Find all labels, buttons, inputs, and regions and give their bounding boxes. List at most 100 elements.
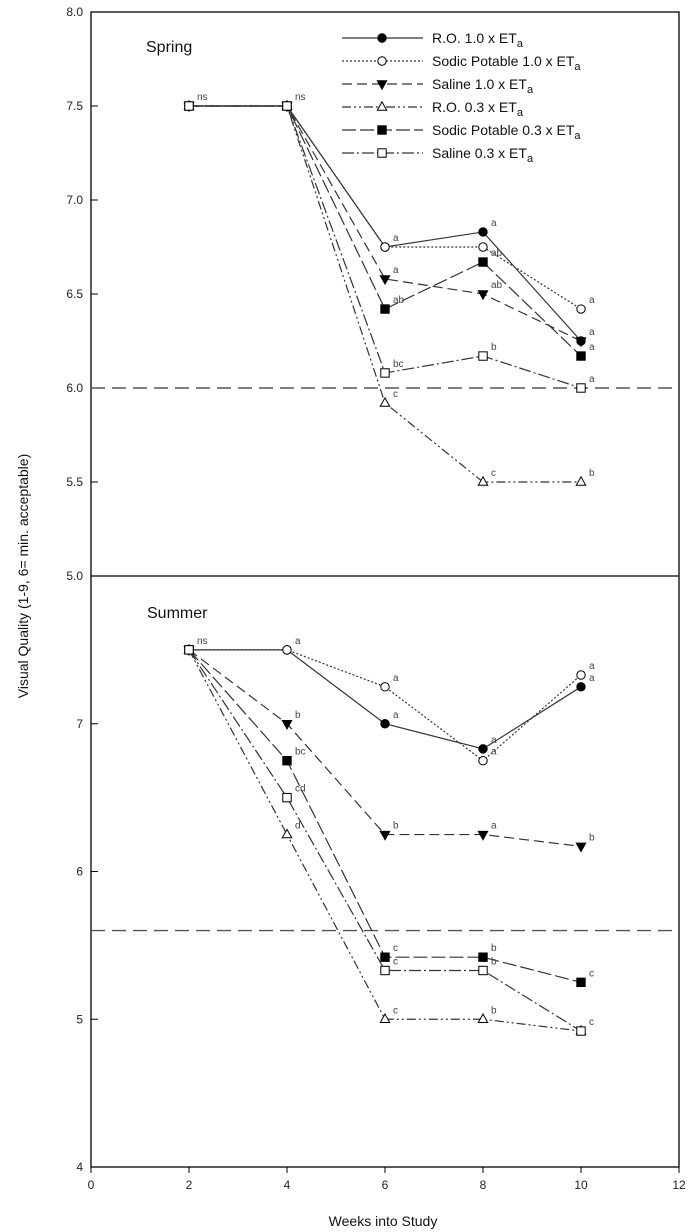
summer-series-2-point <box>576 670 586 680</box>
spring-series-5-point <box>478 257 488 267</box>
summer-significance-label: c <box>393 956 398 967</box>
summer-series-1-point <box>478 744 488 754</box>
x-tick-label: 12 <box>672 1178 686 1192</box>
spring-series-2-point <box>380 242 390 252</box>
legend-marker <box>377 33 387 43</box>
summer-series-6-point <box>184 645 194 655</box>
spring-significance-label: ns <box>197 92 208 103</box>
spring-significance-label: ns <box>295 92 306 103</box>
legend-subscript: a <box>574 130 581 142</box>
spring-significance-label: a <box>393 233 399 244</box>
spring-series-3-point <box>477 290 489 301</box>
spring-series-5-line <box>189 105 582 357</box>
y-axis-title: Visual Quality (1-9, 6= min. acceptable) <box>15 454 31 698</box>
spring-y-tick-label: 5.0 <box>66 569 83 583</box>
spring-significance-label: a <box>393 265 399 276</box>
summer-significance-label: a <box>589 661 595 672</box>
spring-series-4-line <box>189 105 581 483</box>
summer-series-2-line <box>189 649 582 762</box>
spring-significance-label: bc <box>393 359 404 370</box>
summer-significance-label: b <box>589 832 595 843</box>
spring-significance-label: a <box>589 327 595 338</box>
spring-series-1-point <box>478 227 488 237</box>
spring-significance-label: a <box>589 374 595 385</box>
spring-series-4-point <box>575 475 587 486</box>
legend-subscript: a <box>517 107 524 119</box>
summer-y-tick-label: 7 <box>76 717 83 731</box>
legend-subscript: a <box>517 38 524 50</box>
spring-series-6-point <box>576 383 586 393</box>
summer-significance-label: a <box>393 710 399 721</box>
summer-series-2-point <box>478 755 488 766</box>
summer-y-tick-label: 5 <box>76 1012 83 1026</box>
summer-significance-label: a <box>491 747 497 758</box>
summer-significance-label: bc <box>295 747 306 758</box>
summer-series-3-point <box>477 830 489 841</box>
summer-series-4-point <box>281 828 293 839</box>
summer-significance-label: a <box>491 735 497 746</box>
summer-series-5-point <box>282 755 292 766</box>
x-tick-label: 4 <box>284 1178 291 1192</box>
summer-y-tick-label: 4 <box>76 1160 83 1174</box>
summer-significance-label: cd <box>295 784 306 795</box>
summer-significance-label: b <box>295 710 301 721</box>
summer-series-5-point <box>576 977 586 988</box>
summer-series-2-point <box>380 682 390 692</box>
x-tick-label: 6 <box>382 1178 389 1192</box>
x-tick-label: 8 <box>480 1178 487 1192</box>
spring-significance-label: b <box>589 468 595 479</box>
spring-series-5-point <box>576 351 586 361</box>
summer-significance-label: ns <box>197 636 208 647</box>
spring-significance-label: c <box>393 389 398 400</box>
spring-series-4-point <box>477 475 489 486</box>
spring-series-3-point <box>575 337 587 348</box>
summer-panel-title: Summer <box>147 605 208 622</box>
summer-series-1-point <box>576 682 586 692</box>
summer-significance-label: b <box>491 956 497 967</box>
summer-significance-label: a <box>589 673 595 684</box>
spring-y-tick-label: 6.0 <box>66 381 83 395</box>
spring-significance-label: a <box>589 342 595 353</box>
plot-frame <box>90 11 680 1168</box>
summer-series-4-point <box>379 1013 391 1023</box>
summer-significance-label: a <box>295 636 301 647</box>
legend-entry: Saline 1.0 x ETa <box>432 76 534 96</box>
legend-entry: Sodic Potable 1.0 x ETa <box>432 53 581 73</box>
spring-series-6-point <box>184 101 194 111</box>
spring-significance-label: ab <box>491 280 503 291</box>
summer-significance-label: b <box>491 943 497 954</box>
spring-series-5-point <box>380 304 390 314</box>
spring-series-3-point <box>379 275 391 286</box>
spring-significance-label: b <box>491 342 497 353</box>
spring-y-tick-label: 7.5 <box>66 99 83 113</box>
spring-series-2-point <box>576 304 586 314</box>
spring-significance-label: ab <box>491 248 503 259</box>
spring-series-6-point <box>380 368 390 378</box>
legend-marker <box>376 80 388 91</box>
summer-series-5-point <box>380 952 390 962</box>
summer-significance-label: d <box>295 821 301 832</box>
x-tick-label: 10 <box>574 1178 588 1192</box>
summer-significance-label: c <box>589 968 594 979</box>
legend-entry: Sodic Potable 0.3 x ETa <box>432 122 581 142</box>
spring-panel-title: Spring <box>146 39 192 56</box>
x-tick-label: 2 <box>186 1178 193 1192</box>
spring-y-tick-label: 6.5 <box>66 287 83 301</box>
spring-y-tick-label: 8.0 <box>66 5 83 19</box>
summer-series-3-point <box>281 720 293 730</box>
summer-series-6-point <box>576 1026 586 1036</box>
spring-series-6-point <box>478 351 488 361</box>
x-tick-label: 0 <box>88 1178 95 1192</box>
summer-series-4-point <box>477 1013 489 1023</box>
summer-significance-label: c <box>393 1005 398 1016</box>
spring-series-2-point <box>478 242 488 252</box>
spring-series-4-point <box>379 396 391 407</box>
spring-significance-label: c <box>491 468 496 479</box>
summer-significance-label: c <box>393 943 398 954</box>
summer-significance-label: b <box>491 1005 497 1016</box>
spring-y-tick-label: 7.0 <box>66 193 83 207</box>
legend-subscript: a <box>574 61 581 73</box>
legend-marker <box>377 125 387 135</box>
spring-significance-label: ab <box>393 295 405 306</box>
x-axis-title: Weeks into Study <box>329 1213 438 1229</box>
